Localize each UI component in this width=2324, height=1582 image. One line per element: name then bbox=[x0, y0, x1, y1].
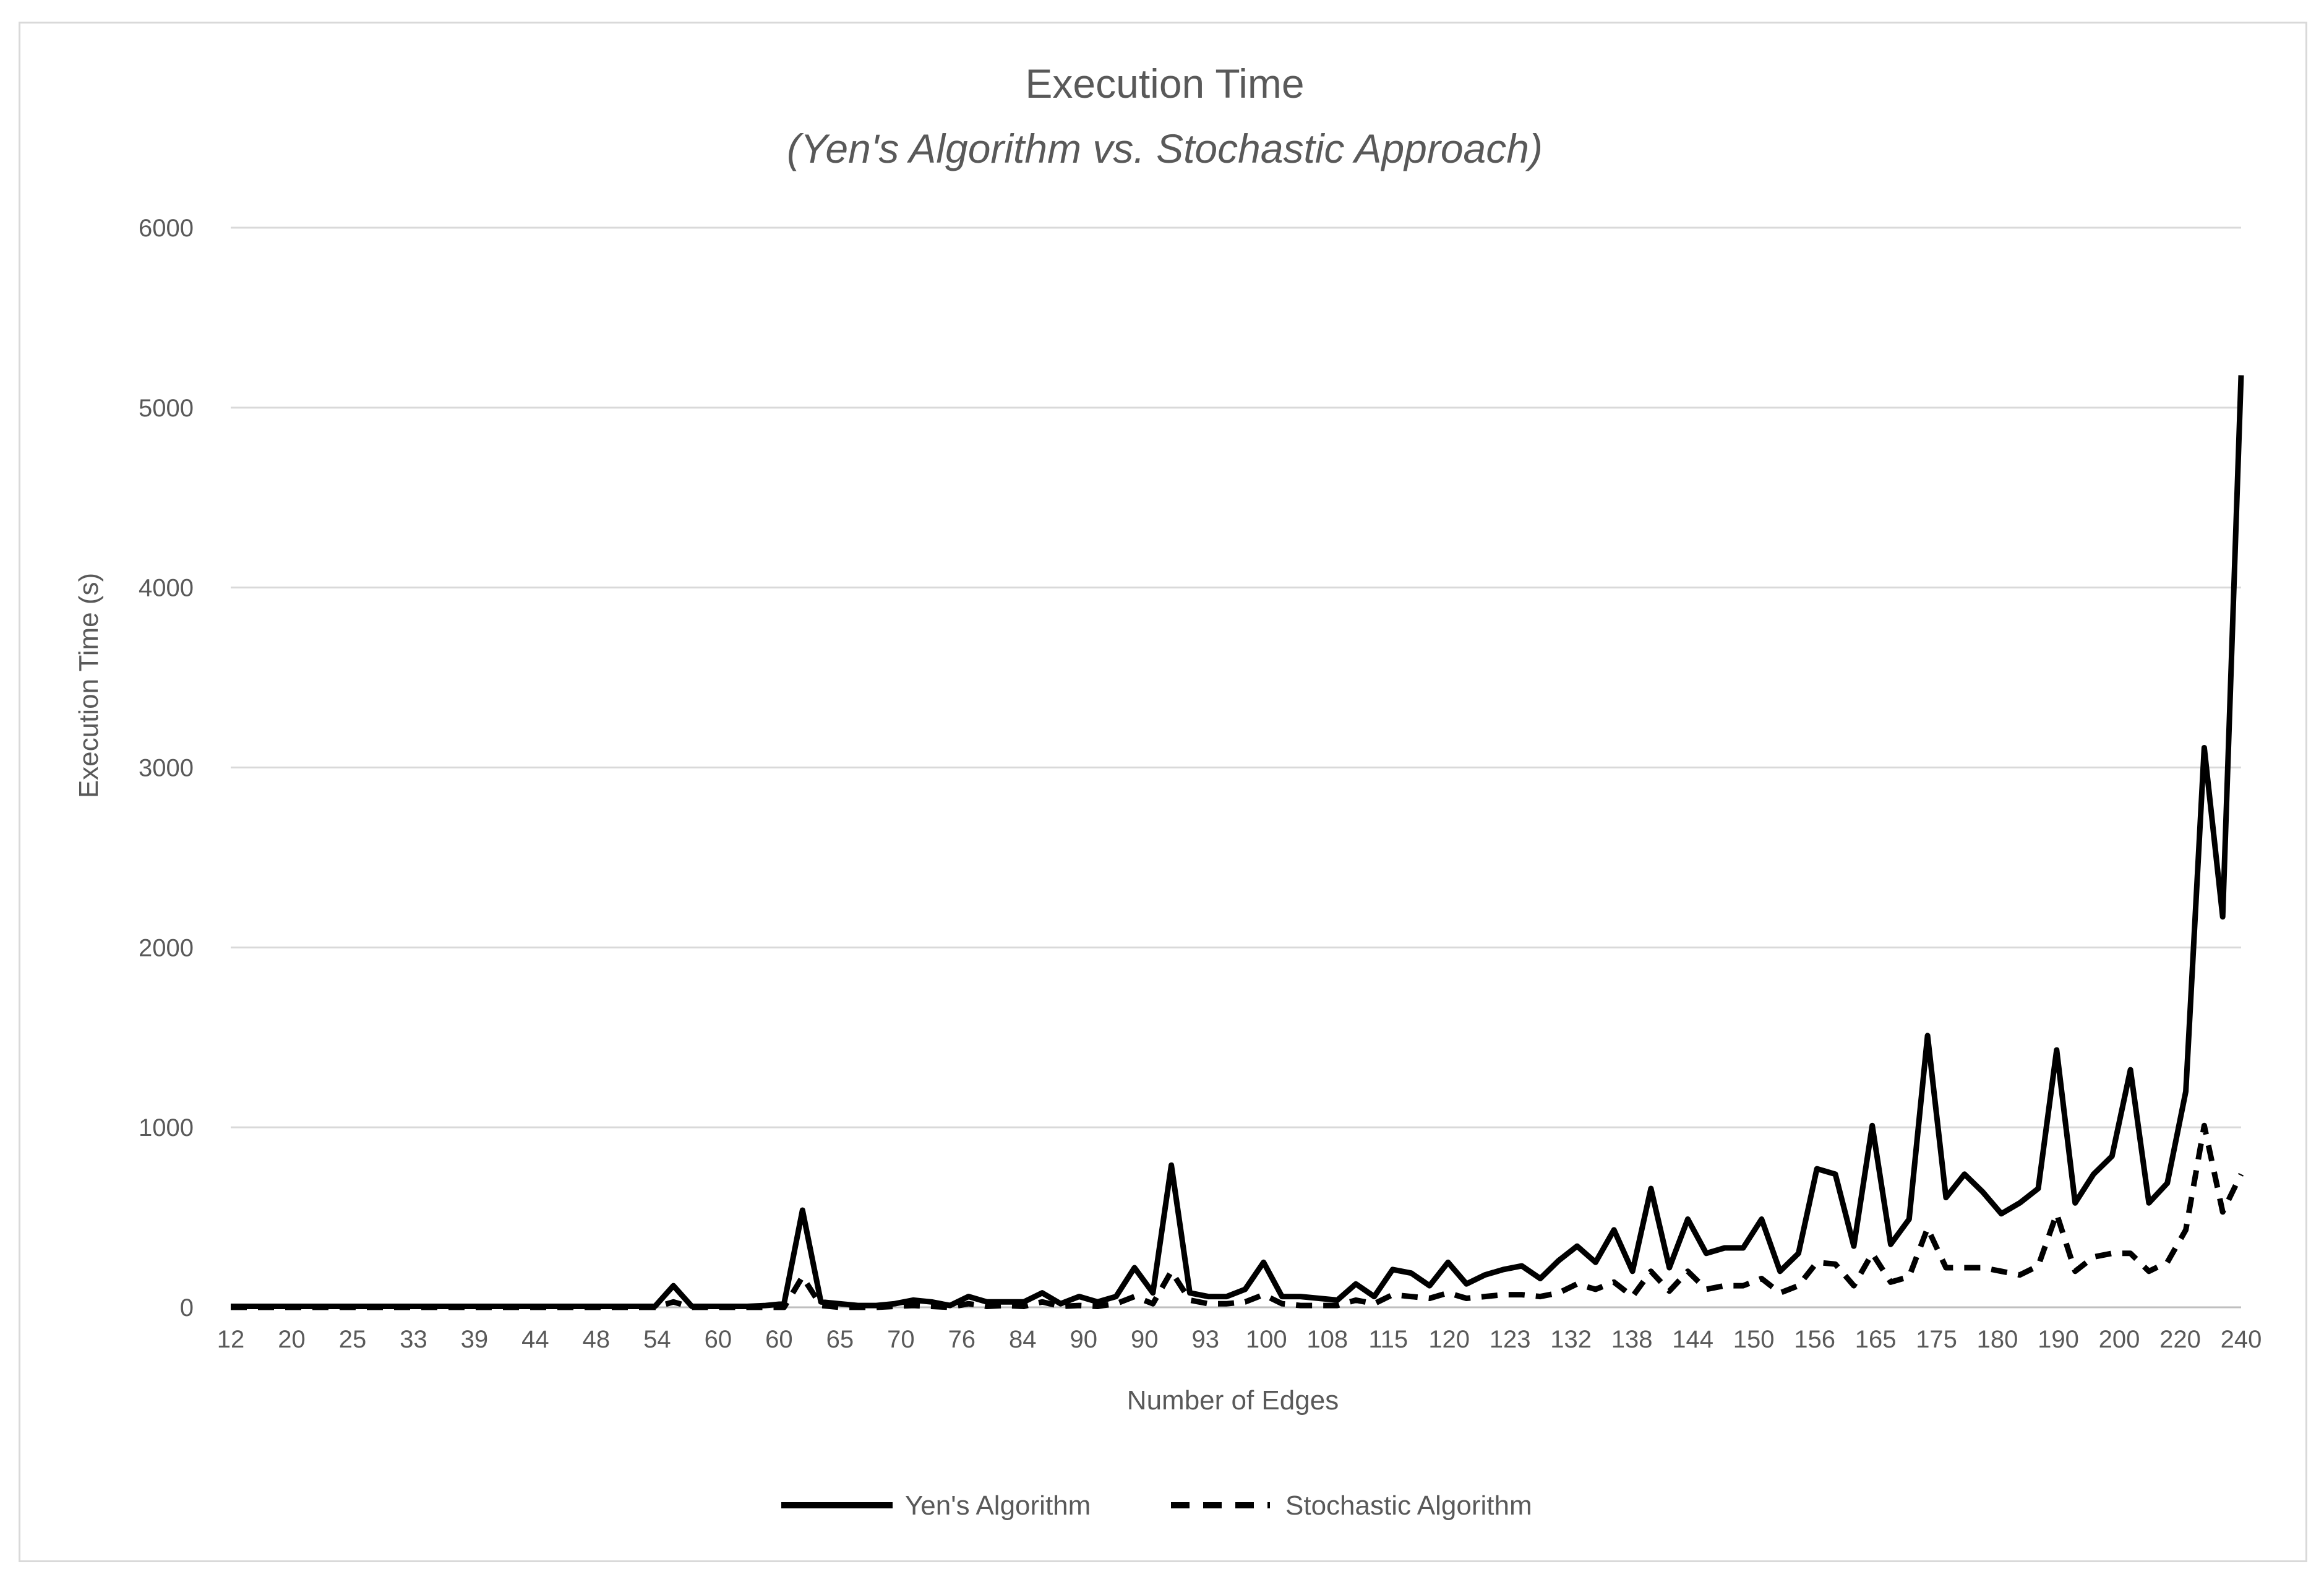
x-tick-label: 165 bbox=[1855, 1326, 1897, 1353]
x-tick-label: 70 bbox=[887, 1326, 915, 1353]
chart-frame: Execution Time (Yen's Algorithm vs. Stoc… bbox=[19, 22, 2307, 1562]
x-tick-label: 90 bbox=[1131, 1326, 1159, 1353]
y-axis-label: Execution Time (s) bbox=[74, 573, 104, 798]
x-tick-label: 108 bbox=[1306, 1326, 1348, 1353]
x-tick-label: 44 bbox=[521, 1326, 549, 1353]
y-tick-label: 3000 bbox=[139, 755, 194, 782]
x-tick-label: 90 bbox=[1070, 1326, 1098, 1353]
x-tick-label: 54 bbox=[643, 1326, 671, 1353]
chart-subtitle: (Yen's Algorithm vs. Stochastic Approach… bbox=[787, 126, 1543, 171]
y-tick-label: 2000 bbox=[139, 934, 194, 961]
x-tick-label: 240 bbox=[2221, 1326, 2262, 1353]
x-tick-label: 138 bbox=[1611, 1326, 1653, 1353]
x-tick-label: 48 bbox=[583, 1326, 611, 1353]
chart-svg: Execution Time (Yen's Algorithm vs. Stoc… bbox=[74, 61, 2262, 1521]
series-line-stochastic bbox=[231, 1122, 2244, 1310]
x-tick-label: 144 bbox=[1672, 1326, 1713, 1353]
x-axis-label: Number of Edges bbox=[1127, 1385, 1339, 1416]
x-axis: 12 20 25 33 39 44 48 54 60 60 65 70 76 84 90 90 93 100 108… bbox=[217, 1326, 2262, 1353]
x-tick-label: 190 bbox=[2038, 1326, 2079, 1353]
x-tick-label: 20 bbox=[278, 1326, 306, 1353]
series-layer bbox=[231, 375, 2244, 1310]
x-tick-label: 115 bbox=[1368, 1326, 1408, 1353]
grid-layer bbox=[231, 226, 2241, 1309]
legend: Yen's Algorithm Stochastic Algorithm bbox=[781, 1490, 1532, 1521]
x-tick-label: 39 bbox=[461, 1326, 489, 1353]
legend-label: Yen's Algorithm bbox=[905, 1490, 1091, 1521]
y-tick-label: 0 bbox=[180, 1294, 194, 1322]
x-tick-label: 60 bbox=[765, 1326, 793, 1353]
y-tick-label: 1000 bbox=[139, 1114, 194, 1141]
x-tick-label: 123 bbox=[1490, 1326, 1531, 1353]
x-tick-label: 200 bbox=[2099, 1326, 2140, 1353]
series-line-yens bbox=[231, 375, 2244, 1309]
x-tick-label: 76 bbox=[948, 1326, 976, 1353]
y-tick-label: 6000 bbox=[139, 215, 194, 242]
chart-title: Execution Time bbox=[1025, 61, 1304, 106]
x-tick-label: 175 bbox=[1916, 1326, 1957, 1353]
x-tick-label: 93 bbox=[1192, 1326, 1220, 1353]
x-tick-label: 220 bbox=[2159, 1326, 2201, 1353]
x-tick-label: 84 bbox=[1009, 1326, 1037, 1353]
x-tick-label: 100 bbox=[1246, 1326, 1287, 1353]
y-axis: 0 1000 2000 3000 4000 5000 6000 bbox=[139, 215, 194, 1322]
x-tick-label: 156 bbox=[1794, 1326, 1835, 1353]
y-tick-label: 5000 bbox=[139, 395, 194, 422]
x-tick-label: 132 bbox=[1550, 1326, 1592, 1353]
x-tick-label: 60 bbox=[705, 1326, 732, 1353]
x-tick-label: 25 bbox=[339, 1326, 367, 1353]
x-tick-label: 12 bbox=[217, 1326, 245, 1353]
x-tick-label: 120 bbox=[1428, 1326, 1470, 1353]
x-tick-label: 33 bbox=[400, 1326, 427, 1353]
y-tick-label: 4000 bbox=[139, 575, 194, 602]
x-tick-label: 65 bbox=[826, 1326, 854, 1353]
x-tick-label: 150 bbox=[1733, 1326, 1775, 1353]
x-tick-label: 180 bbox=[1977, 1326, 2018, 1353]
legend-label: Stochastic Algorithm bbox=[1285, 1490, 1532, 1521]
